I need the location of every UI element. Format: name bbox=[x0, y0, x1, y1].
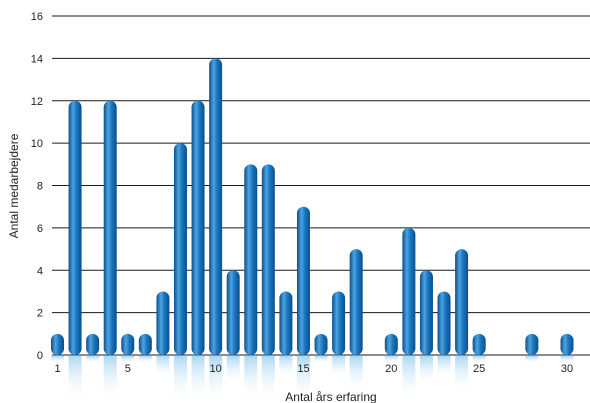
bar bbox=[332, 291, 346, 355]
x-tick-label: 5 bbox=[125, 363, 131, 375]
x-axis-ticks: 1 5 10 15 20 25 30 bbox=[54, 363, 573, 375]
x-tick-label: 1 bbox=[54, 363, 60, 375]
bar-reflection bbox=[402, 356, 416, 401]
x-tick-label: 25 bbox=[473, 363, 485, 375]
bar-reflection bbox=[226, 356, 240, 386]
y-tick-label: 4 bbox=[37, 265, 43, 277]
bar-reflection bbox=[560, 356, 574, 364]
x-tick-label: 30 bbox=[561, 363, 573, 375]
bar bbox=[51, 333, 64, 355]
y-tick-label: 6 bbox=[37, 223, 43, 235]
bar bbox=[455, 249, 469, 355]
bar bbox=[121, 333, 135, 355]
bar-reflection bbox=[455, 356, 469, 394]
bar-reflection bbox=[86, 356, 100, 364]
bar-reflection bbox=[209, 356, 223, 402]
y-tick-label: 14 bbox=[31, 53, 43, 65]
bar bbox=[103, 100, 117, 355]
bar-reflection bbox=[138, 356, 152, 364]
bar-reflection bbox=[384, 356, 398, 364]
y-axis-ticks: 0 2 4 6 8 10 12 14 16 bbox=[31, 11, 43, 362]
bar bbox=[173, 143, 187, 355]
bar bbox=[138, 333, 152, 355]
bar-reflection bbox=[156, 356, 170, 379]
bar bbox=[296, 206, 310, 355]
bar bbox=[279, 291, 293, 355]
bar-reflection bbox=[261, 356, 275, 402]
y-tick-label: 0 bbox=[37, 350, 43, 362]
bar-reflection bbox=[349, 356, 363, 394]
y-tick-label: 8 bbox=[37, 181, 43, 193]
bar bbox=[314, 333, 328, 355]
y-tick-label: 12 bbox=[31, 96, 43, 108]
bar bbox=[226, 270, 240, 355]
x-tick-label: 15 bbox=[297, 363, 309, 375]
x-axis-title: Antal års erfaring bbox=[285, 390, 376, 403]
bar-reflection bbox=[279, 356, 293, 379]
bar bbox=[525, 333, 539, 355]
bar-reflection bbox=[472, 356, 486, 364]
bars bbox=[51, 58, 574, 355]
bar-reflection bbox=[121, 356, 135, 364]
bar bbox=[560, 333, 574, 355]
bar bbox=[209, 58, 223, 355]
bar bbox=[156, 291, 170, 355]
bar bbox=[86, 333, 100, 355]
bar-reflection bbox=[332, 356, 346, 379]
bar-reflection bbox=[68, 356, 82, 402]
bar bbox=[402, 227, 416, 355]
gridlines bbox=[52, 15, 590, 356]
y-tick-label: 16 bbox=[31, 11, 43, 23]
bar bbox=[191, 100, 205, 355]
x-tick-label: 10 bbox=[209, 363, 221, 375]
bar-reflection bbox=[173, 356, 187, 402]
bar bbox=[244, 164, 258, 355]
y-tick-label: 2 bbox=[37, 308, 43, 320]
bar bbox=[419, 270, 433, 355]
bar-reflection bbox=[437, 356, 451, 379]
bar-reflection bbox=[419, 356, 433, 386]
bar bbox=[437, 291, 451, 355]
bar bbox=[261, 164, 275, 355]
bar-reflection bbox=[296, 356, 310, 402]
bar-reflection bbox=[244, 356, 258, 402]
bar-reflection bbox=[103, 356, 117, 402]
x-tick-label: 20 bbox=[385, 363, 397, 375]
bar-reflection bbox=[314, 356, 328, 364]
bar-reflection bbox=[51, 356, 64, 364]
bar bbox=[349, 249, 363, 355]
bar-reflection bbox=[191, 356, 205, 402]
bar bbox=[68, 100, 82, 355]
bar bbox=[384, 333, 398, 355]
bar bbox=[472, 333, 486, 355]
bar-reflection bbox=[525, 356, 539, 364]
y-tick-label: 10 bbox=[31, 138, 43, 150]
y-axis-title: Antal medarbejdere bbox=[7, 133, 21, 238]
bar-reflections bbox=[51, 356, 574, 402]
